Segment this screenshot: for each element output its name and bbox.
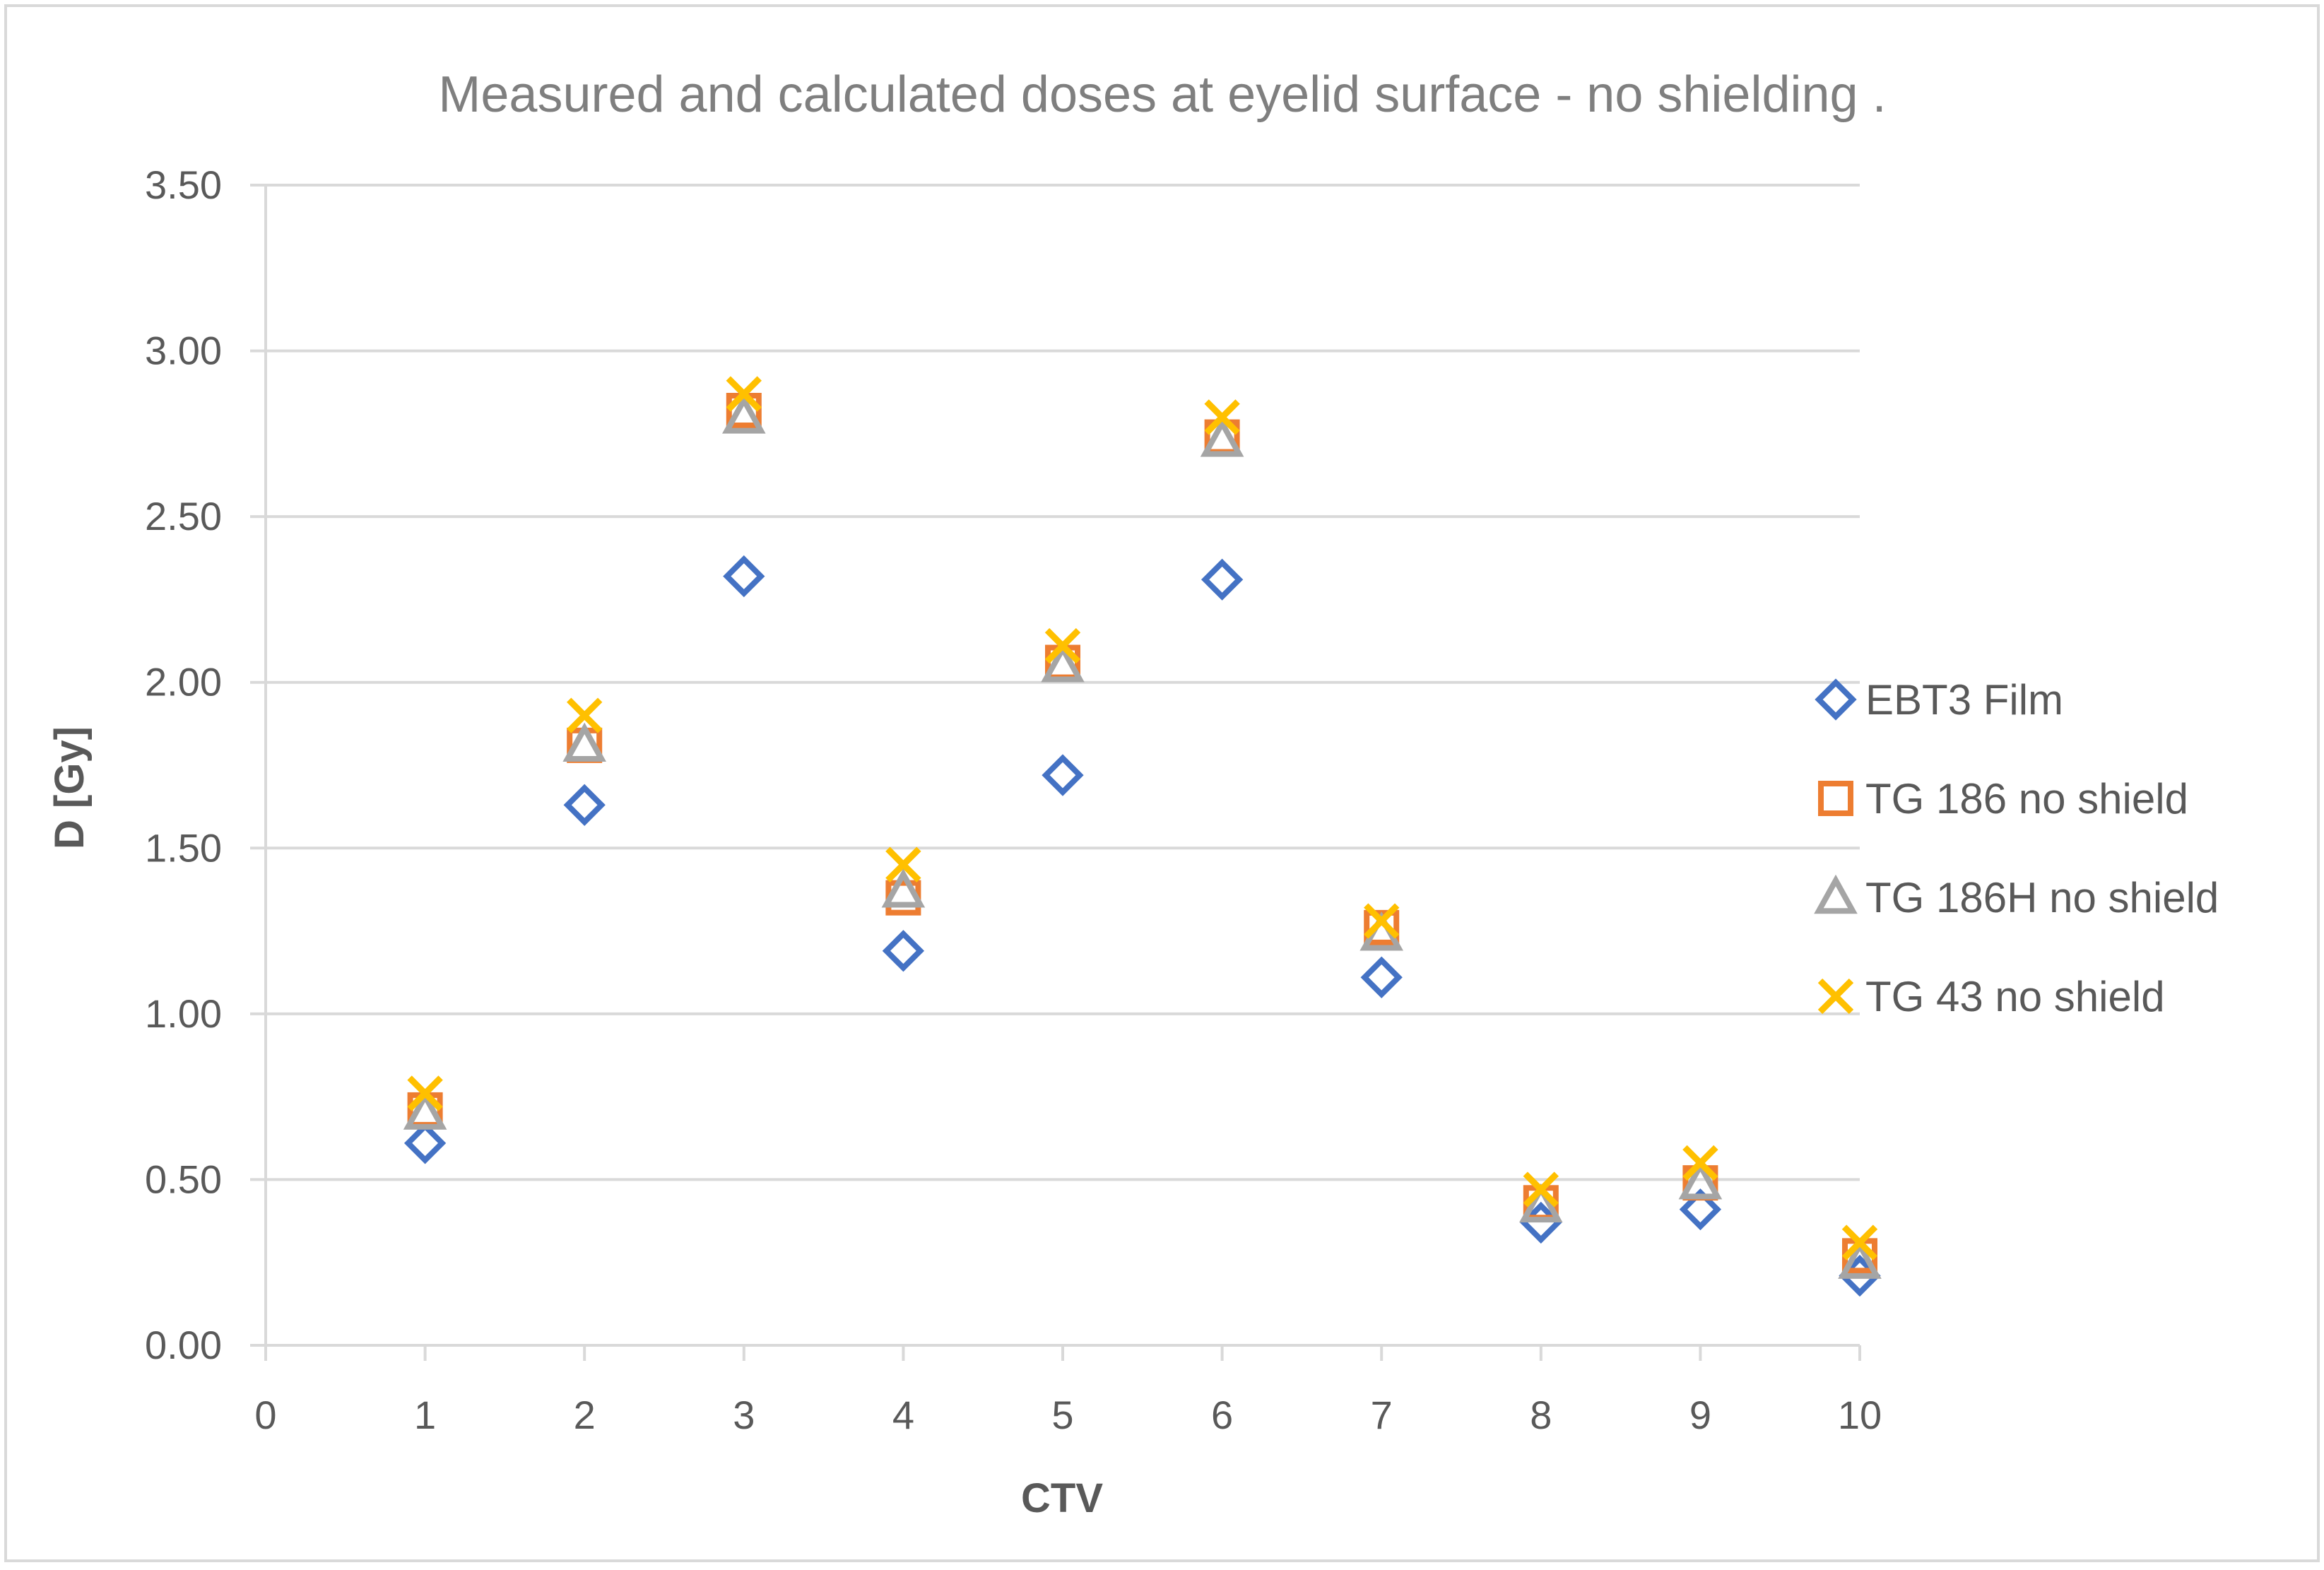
point-triangle-10 xyxy=(1838,1239,1882,1279)
y-tick-label-1: 0.50 xyxy=(145,1157,222,1201)
point-x-7 xyxy=(1364,903,1400,939)
gridlines xyxy=(250,184,1860,1181)
x-tick-label-10: 10 xyxy=(1838,1393,1882,1437)
y-tick-labels: 0.00 0.50 1.00 1.50 2.00 2.50 3.00 3.50 xyxy=(145,163,222,1367)
x-tick-label-7: 7 xyxy=(1371,1393,1393,1437)
legend-marker-diamond xyxy=(1815,678,1857,721)
point-x-1 xyxy=(407,1075,443,1111)
point-diamond-1 xyxy=(403,1122,447,1164)
y-tick-label-0: 0.00 xyxy=(145,1323,222,1367)
point-x-3 xyxy=(726,376,762,412)
x-tick-label-5: 5 xyxy=(1051,1393,1073,1437)
y-axis-title: D [Gy] xyxy=(47,726,93,849)
point-triangle-4 xyxy=(881,868,926,908)
point-triangle-8 xyxy=(1519,1183,1563,1223)
point-diamond-2 xyxy=(563,784,606,826)
x-tick-label-8: 8 xyxy=(1530,1393,1552,1437)
x-tick-label-2: 2 xyxy=(574,1393,596,1437)
point-triangle-9 xyxy=(1678,1159,1723,1200)
legend-item-square: TG 186 no shield xyxy=(1818,775,2188,822)
x-tick-label-3: 3 xyxy=(733,1393,755,1437)
x-tick-label-1: 1 xyxy=(414,1393,436,1437)
point-triangle-1 xyxy=(403,1090,447,1130)
point-diamond-5 xyxy=(1042,754,1084,796)
x-tick-label-6: 6 xyxy=(1211,1393,1233,1437)
y-tick-label-7: 3.50 xyxy=(145,163,222,207)
legend-marker-triangle xyxy=(1814,874,1858,914)
x-tick-labels: 0 1 2 3 4 5 6 7 8 9 10 xyxy=(254,1393,1882,1437)
legend-label-x: TG 43 no shield xyxy=(1865,973,2165,1020)
legend-item-x: TG 43 no shield xyxy=(1817,973,2165,1020)
y-tick-label-2: 1.00 xyxy=(145,991,222,1036)
point-x-2 xyxy=(567,697,603,733)
legend: EBT3 Film TG 186 no shield TG 186H no shie… xyxy=(1814,676,2219,1020)
legend-label-diamond: EBT3 Film xyxy=(1865,676,2063,724)
point-triangle-3 xyxy=(722,394,766,434)
chart-title: Measured and calculated doses at eyelid … xyxy=(438,66,1886,123)
axes xyxy=(250,185,1861,1361)
y-tick-label-3: 1.50 xyxy=(145,825,222,870)
legend-label-square: TG 186 no shield xyxy=(1865,775,2188,822)
y-tick-label-5: 2.50 xyxy=(145,494,222,538)
point-diamond-4 xyxy=(882,930,925,972)
point-diamond-3 xyxy=(723,555,765,598)
point-x-8 xyxy=(1523,1171,1559,1208)
point-diamond-6 xyxy=(1201,558,1244,601)
y-tick-label-4: 2.00 xyxy=(145,660,222,704)
y-tick-label-6: 3.00 xyxy=(145,329,222,373)
point-triangle-6 xyxy=(1200,418,1244,457)
x-tick-label-4: 4 xyxy=(892,1393,914,1437)
series-x xyxy=(407,376,1878,1261)
point-x-9 xyxy=(1682,1145,1718,1181)
data-series xyxy=(403,376,1882,1297)
legend-marker-x xyxy=(1817,978,1854,1015)
x-tick-label-9: 9 xyxy=(1689,1393,1711,1437)
x-axis-title: CTV xyxy=(1021,1475,1103,1521)
legend-item-diamond: EBT3 Film xyxy=(1815,676,2063,724)
point-x-6 xyxy=(1204,399,1240,435)
point-x-5 xyxy=(1044,627,1081,664)
point-triangle-5 xyxy=(1041,643,1085,683)
legend-label-triangle: TG 186H no shield xyxy=(1865,874,2219,921)
point-x-10 xyxy=(1841,1224,1878,1261)
point-x-4 xyxy=(885,846,921,883)
point-diamond-7 xyxy=(1360,956,1403,998)
x-tick-label-0: 0 xyxy=(254,1393,276,1437)
point-diamond-9 xyxy=(1679,1188,1722,1231)
legend-marker-square xyxy=(1818,781,1853,816)
legend-item-triangle: TG 186H no shield xyxy=(1814,874,2219,921)
chart-border xyxy=(4,4,2320,1562)
point-triangle-2 xyxy=(562,722,606,762)
